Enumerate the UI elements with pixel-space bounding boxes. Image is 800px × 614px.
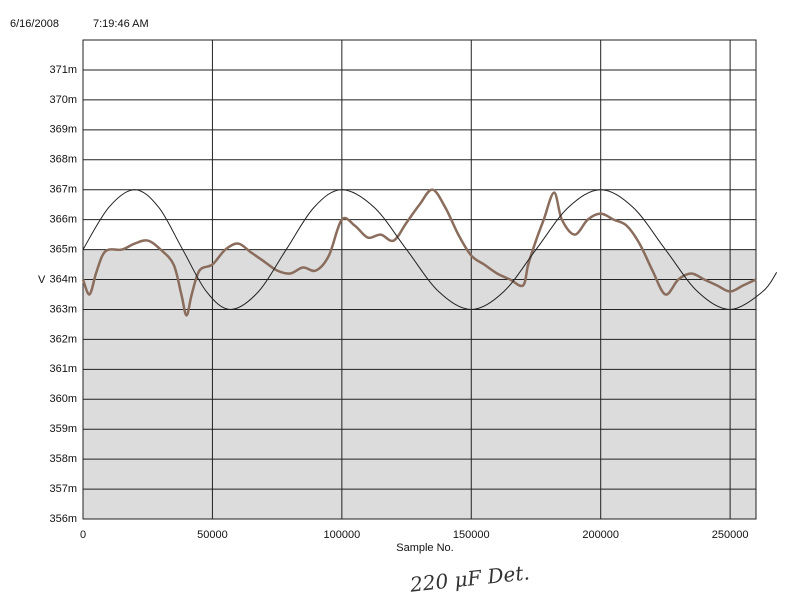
y-tick-label: 364m	[49, 273, 77, 285]
y-tick-label: 359m	[49, 423, 77, 435]
y-tick-label: 366m	[49, 214, 77, 226]
date: 6/16/2008	[10, 18, 59, 30]
y-tick-label: 371m	[49, 64, 77, 76]
y-tick-label: 356m	[49, 513, 77, 525]
x-axis-label: Sample No.	[396, 542, 453, 554]
y-tick-label: 361m	[49, 363, 77, 375]
data-line	[82, 189, 778, 310]
x-tick-label: 100000	[323, 529, 360, 541]
y-tick-label: 358m	[49, 453, 77, 465]
y-axis-label: V	[38, 274, 46, 286]
x-tick-label: 50000	[197, 529, 228, 541]
y-tick-label: 369m	[49, 124, 77, 136]
y-tick-label: 368m	[49, 154, 77, 166]
y-tick-label: 365m	[49, 243, 77, 255]
y-tick-label: 363m	[49, 303, 77, 315]
y-tick-label: 357m	[49, 483, 77, 495]
y-tick-label: 367m	[49, 184, 77, 196]
x-tick-label: 200000	[582, 529, 619, 541]
handwritten-note: 220 μF Det.	[408, 560, 531, 597]
scan-shading	[83, 250, 756, 519]
time: 7:19:46 AM	[93, 18, 149, 30]
y-tick-label: 370m	[49, 94, 77, 106]
x-tick-label: 0	[80, 529, 86, 541]
x-tick-label: 250000	[712, 529, 749, 541]
x-tick-label: 150000	[453, 529, 490, 541]
y-tick-label: 362m	[49, 333, 77, 345]
y-tick-label: 360m	[49, 393, 77, 405]
data-line	[81, 188, 757, 317]
